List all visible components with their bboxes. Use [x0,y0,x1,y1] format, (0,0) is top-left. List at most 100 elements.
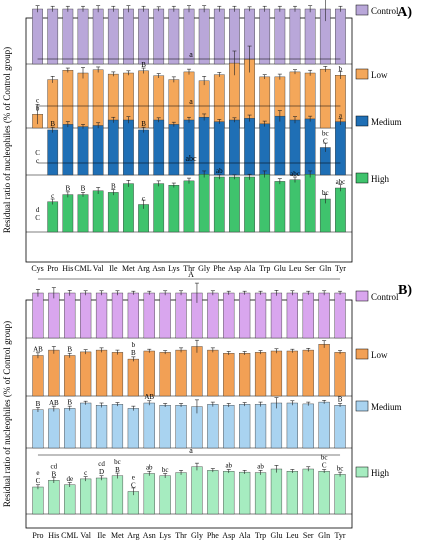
significance-letter: b [36,104,40,112]
bar [107,119,119,176]
x-tick-label: Thr [183,264,195,273]
x-tick-label: Pro [32,531,43,540]
x-tick-label: Asn [152,264,165,273]
x-tick-label: Arg [127,531,139,540]
bar [77,126,89,176]
significance-letter: c [36,157,39,165]
legend-label: Low [371,350,388,360]
significance-letter: B [36,400,41,408]
x-tick-label: Thr [175,531,187,540]
bar [92,125,104,176]
significance-letter: e [132,474,135,482]
x-tick-label: Met [122,264,136,273]
legend-swatch [355,290,369,302]
bar [259,76,271,129]
group-bracket-label: A [188,270,194,279]
bar [32,486,44,515]
bar [47,129,59,176]
significance-letter: ab [146,464,153,472]
x-tick-label: Asn [143,531,156,540]
bar [319,68,331,129]
bar [318,401,330,449]
bar [274,8,286,65]
bar [207,404,219,449]
legend-label: Control [371,6,399,16]
x-tick-label: CML [61,531,78,540]
bar [286,402,298,449]
bar [207,470,219,515]
legend-label: Medium [371,117,402,127]
significance-letter: C [36,477,41,485]
bar [270,468,283,515]
significance-letter: ab [257,463,264,471]
x-tick-label: Leu [286,531,298,540]
legend-swatch [355,400,369,412]
bar [77,8,89,65]
bar [159,475,171,515]
significance-letter: C [131,482,136,490]
bar [244,176,255,233]
bar [270,292,283,339]
bar [175,292,187,339]
bar [302,468,314,515]
significance-letter: bc [162,466,169,474]
significance-letter: a [339,112,343,120]
bar [92,8,104,65]
significance-letter: d [36,206,40,214]
bar [239,471,251,515]
bar [335,187,346,233]
legend-swatch [355,466,369,478]
bar [159,352,171,397]
legend-swatch [355,68,369,80]
bar [80,402,92,449]
bar [111,292,124,339]
x-tick-label: Tyr [335,531,346,540]
significance-letter: B [141,61,146,69]
bar [32,292,44,339]
x-tick-label: His [48,531,59,540]
significance-letter: e [36,469,39,477]
bar [153,183,165,233]
bar [286,471,298,515]
significance-letter: abc [336,178,346,186]
significance-letter: B [66,185,71,193]
bar [304,118,316,176]
bar [168,185,180,233]
bar [62,70,74,129]
x-tick-label: Phe [213,264,225,273]
significance-letter: D [99,468,104,476]
bar [223,292,235,339]
significance-letter: cd [98,460,105,468]
bar [254,472,267,515]
significance-letter: C [323,138,328,146]
significance-letter: bc [337,464,344,472]
bar [80,292,92,339]
significance-letter: bc [322,130,329,138]
bar [64,355,76,397]
x-tick-label: Val [93,264,104,273]
significance-letter: B [52,470,57,478]
significance-letter: ab [216,167,223,175]
bar [302,292,314,339]
bar [207,349,219,397]
x-tick-label: CML [74,264,91,273]
bar [304,8,316,65]
bar [318,471,330,515]
bar [62,194,74,233]
bar [123,8,134,65]
group-bracket-label: a [189,50,193,59]
bar [64,484,76,515]
bar [127,408,139,449]
bar [77,194,89,233]
significance-letter: bc [322,189,329,197]
bar [318,344,330,397]
bar [239,292,251,339]
bar [274,115,286,176]
significance-letter: AB [144,393,154,401]
bar [304,174,316,233]
x-tick-label: Asp [228,264,241,273]
significance-letter: c [142,195,145,203]
bar [289,119,301,176]
